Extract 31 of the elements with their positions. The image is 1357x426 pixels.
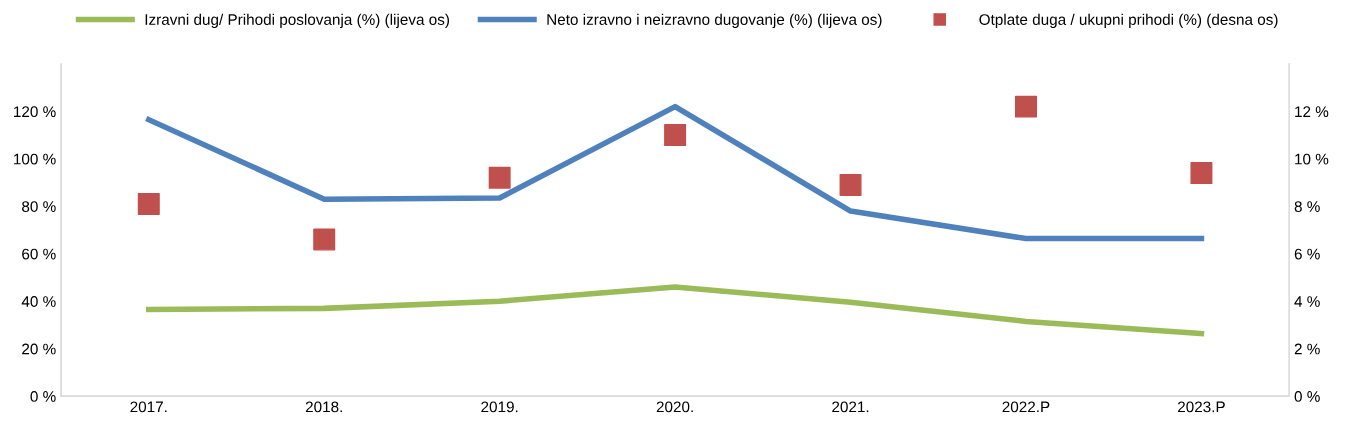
y2-tick-label: 12 % — [1295, 106, 1329, 117]
y2-tick-label: 10 % — [1295, 153, 1329, 165]
x-tick-label: 2021. — [832, 401, 869, 413]
x-tick-label: 2023.P — [1177, 401, 1225, 413]
y2-tick-label: 8 % — [1294, 201, 1320, 212]
y-tick-label: 80 % — [22, 201, 56, 212]
point — [137, 192, 160, 215]
y-tick-label: 20 % — [22, 343, 56, 355]
x-tick-label: 2022.P — [1002, 401, 1050, 413]
x-tick-label: 2019. — [481, 401, 518, 413]
legend-label: Otplate duga / ukupni prihodi (%) (desna os) — [979, 13, 1278, 28]
y2-tick-label: 2 % — [1294, 343, 1320, 355]
y2-tick-label: 4 % — [1294, 296, 1320, 307]
y2-tick-label: 6 % — [1294, 248, 1320, 260]
y-tick-label: 40 % — [21, 296, 56, 307]
point — [488, 166, 511, 189]
point — [313, 228, 336, 251]
x-tick-label: 2017. — [130, 401, 167, 413]
legend-label: Neto izravno i neizravno dugovanje (%) (lijeva os) — [547, 13, 882, 28]
point — [664, 124, 687, 147]
x-tick-label: 2020. — [656, 401, 693, 413]
point — [1014, 95, 1037, 118]
y-tick-label: 0 % — [30, 391, 56, 402]
y2-tick-label: 0 % — [1294, 391, 1320, 402]
y-tick-label: 120 % — [14, 106, 56, 118]
y-tick-label: 60 % — [22, 248, 56, 260]
legend-label: Izravni dug/ Prihodi poslovanja (%) (lijeva os) — [145, 13, 449, 28]
point — [839, 173, 862, 196]
y-tick-label: 100 % — [14, 153, 56, 165]
point — [1190, 162, 1213, 185]
x-tick-label: 2018. — [305, 401, 342, 413]
